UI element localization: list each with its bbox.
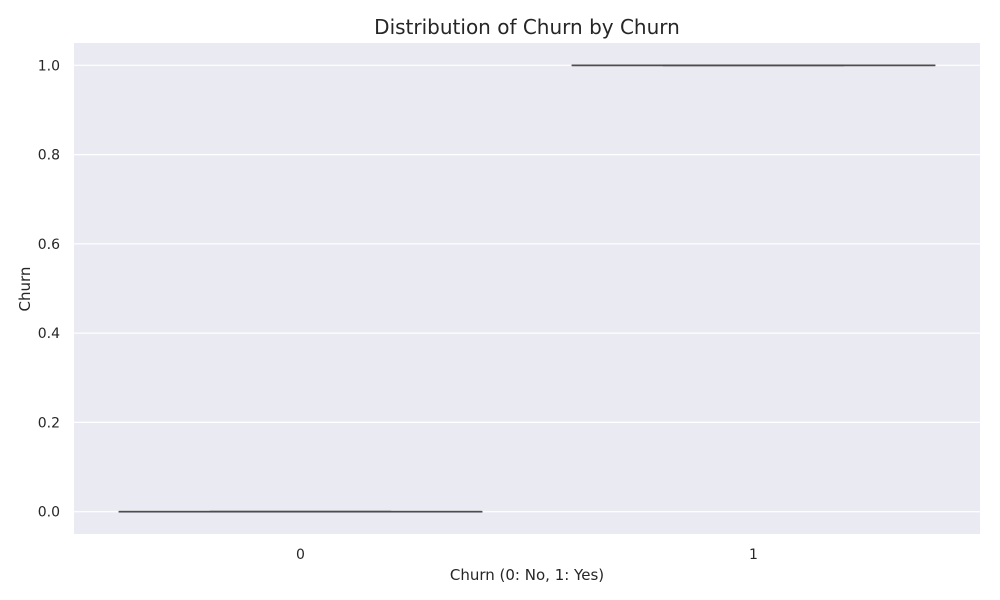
plot-background <box>74 43 980 534</box>
x-tick-label: 1 <box>749 547 758 563</box>
y-axis-label: Churn <box>16 267 34 312</box>
y-tick-label: 0.0 <box>38 505 60 521</box>
x-axis-label: Churn (0: No, 1: Yes) <box>450 566 604 584</box>
chart-title: Distribution of Churn by Churn <box>374 15 680 39</box>
y-tick-label: 1.0 <box>38 58 60 74</box>
y-tick-label: 0.2 <box>38 415 60 431</box>
y-gridlines <box>74 64 980 513</box>
y-tick-label: 0.6 <box>38 237 60 253</box>
y-tick-label: 0.4 <box>38 326 60 342</box>
x-tick-label: 0 <box>296 547 305 563</box>
boxes <box>118 64 936 513</box>
y-tick-label: 0.8 <box>38 148 60 164</box>
y-tick-labels: 0.0 0.2 0.4 0.6 0.8 1.0 <box>38 58 60 520</box>
